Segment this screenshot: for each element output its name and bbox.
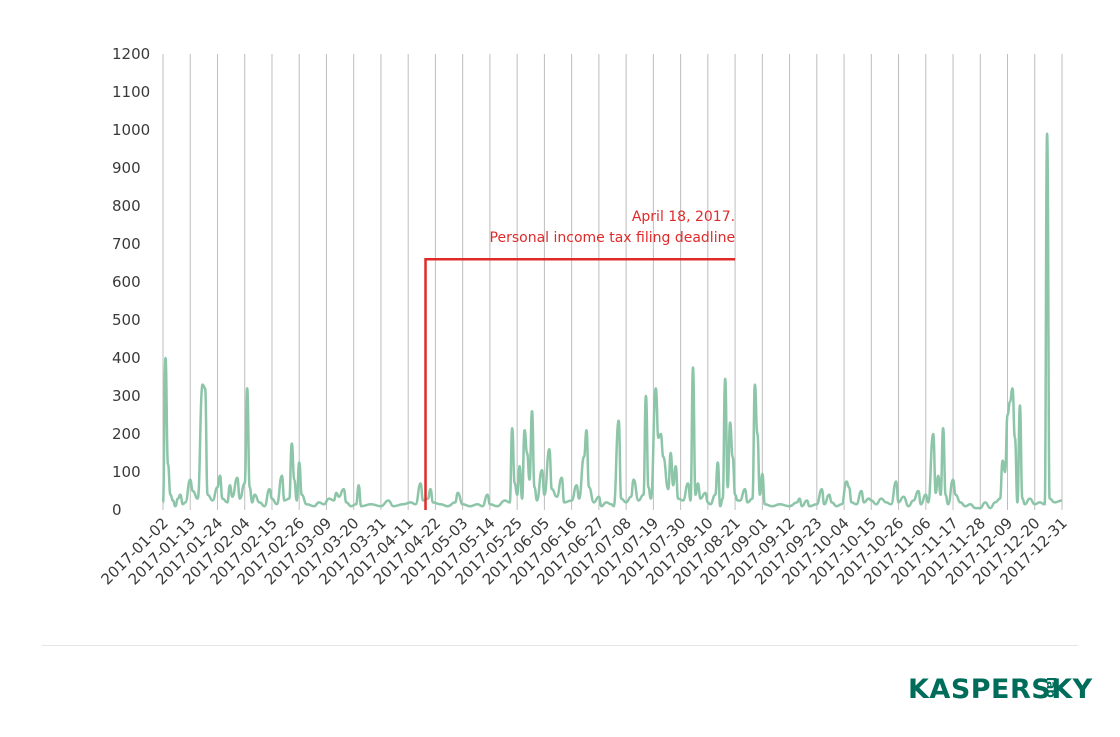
annotation-group: April 18, 2017. Personal income tax fili… (424, 209, 736, 510)
logo-lab-text: lab (1044, 677, 1058, 698)
y-tick-label: 1200 (112, 45, 150, 63)
y-tick-label: 200 (112, 425, 141, 443)
y-tick-label: 300 (112, 387, 141, 405)
annotation-description-label: Personal income tax filing deadline (490, 230, 736, 246)
x-axis-tick-labels: 2017-01-022017-01-132017-01-242017-02-04… (97, 514, 1070, 588)
logo-wordmark: KASPERSKY (908, 674, 1093, 705)
y-tick-label: 700 (112, 235, 141, 253)
footer-divider (42, 645, 1078, 646)
y-axis-tick-labels: 0 100 200 300 400 500 600 700 800 900 1000 1100 1200 (112, 45, 150, 519)
y-tick-label: 1000 (112, 121, 150, 139)
annotation-bracket-line (424, 257, 736, 510)
series-line (161, 132, 1063, 510)
kaspersky-lab-logo: KASPERSKY lab (908, 673, 1092, 709)
y-tick-label: 500 (112, 311, 141, 329)
y-tick-label: 400 (112, 349, 141, 367)
annotation-date-label: April 18, 2017. (632, 209, 735, 225)
y-tick-label: 1100 (112, 83, 150, 101)
y-tick-label: 800 (112, 197, 141, 215)
y-tick-label: 0 (112, 501, 122, 519)
y-tick-label: 900 (112, 159, 141, 177)
series-layer (161, 132, 1063, 510)
y-tick-label: 100 (112, 463, 141, 481)
y-tick-label: 600 (112, 273, 141, 291)
vertical-gridlines (162, 54, 1063, 510)
line-chart: 0 100 200 300 400 500 600 700 800 900 1000 1100 1200… (97, 45, 1070, 588)
